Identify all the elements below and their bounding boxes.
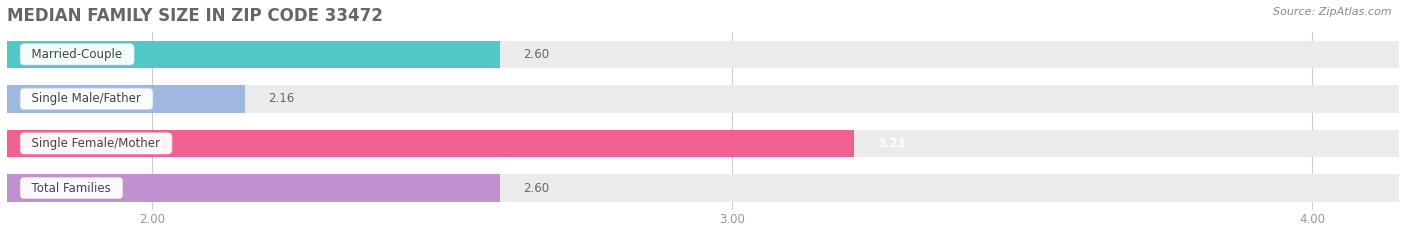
Bar (7, 174, 1399, 202)
Bar (7, 41, 501, 68)
Bar (7, 174, 501, 202)
Text: Source: ZipAtlas.com: Source: ZipAtlas.com (1274, 7, 1392, 17)
Text: 2.16: 2.16 (269, 93, 294, 105)
Text: Single Male/Father: Single Male/Father (24, 93, 149, 105)
Text: Single Female/Mother: Single Female/Mother (24, 137, 167, 150)
Bar (7, 130, 1399, 157)
Bar (7, 130, 853, 157)
Text: MEDIAN FAMILY SIZE IN ZIP CODE 33472: MEDIAN FAMILY SIZE IN ZIP CODE 33472 (7, 7, 382, 25)
Text: Married-Couple: Married-Couple (24, 48, 129, 61)
Text: 3.21: 3.21 (877, 137, 905, 150)
Text: 2.60: 2.60 (523, 182, 550, 195)
Bar (7, 85, 1399, 113)
Bar (7, 41, 1399, 68)
Bar (7, 85, 245, 113)
Text: 2.60: 2.60 (523, 48, 550, 61)
Text: Total Families: Total Families (24, 182, 118, 195)
